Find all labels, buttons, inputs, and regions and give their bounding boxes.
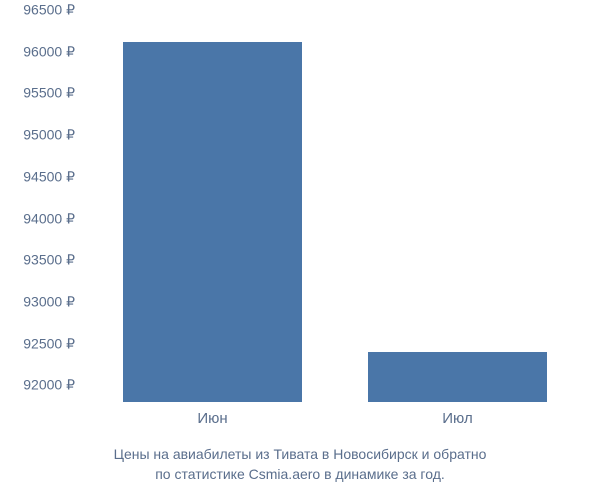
chart-caption: Цены на авиабилеты из Тивата в Новосибир… <box>0 445 600 484</box>
y-tick-label: 95500 ₽ <box>23 85 75 102</box>
x-tick-label: Июл <box>442 410 472 427</box>
price-chart: 92000 ₽ 92500 ₽ 93000 ₽ 93500 ₽ 94000 ₽ 94500… <box>0 0 600 500</box>
caption-line-1: Цены на авиабилеты из Тивата в Новосибир… <box>114 446 487 462</box>
y-tick-label: 93000 ₽ <box>23 293 75 310</box>
y-tick-label: 96000 ₽ <box>23 43 75 60</box>
x-axis: Июн Июл <box>90 410 580 432</box>
y-tick-label: 94500 ₽ <box>23 168 75 185</box>
y-tick-label: 94000 ₽ <box>23 210 75 227</box>
bar <box>368 352 547 402</box>
bar <box>123 42 302 402</box>
caption-line-2: по статистике Csmia.aero в динамике за г… <box>155 466 445 482</box>
x-tick-label: Июн <box>197 410 227 427</box>
y-tick-label: 96500 ₽ <box>23 2 75 19</box>
y-axis: 92000 ₽ 92500 ₽ 93000 ₽ 93500 ₽ 94000 ₽ 94500… <box>0 10 85 402</box>
y-tick-label: 93500 ₽ <box>23 252 75 269</box>
y-tick-label: 92000 ₽ <box>23 377 75 394</box>
plot-area <box>90 10 580 402</box>
y-tick-label: 92500 ₽ <box>23 335 75 352</box>
y-tick-label: 95000 ₽ <box>23 127 75 144</box>
